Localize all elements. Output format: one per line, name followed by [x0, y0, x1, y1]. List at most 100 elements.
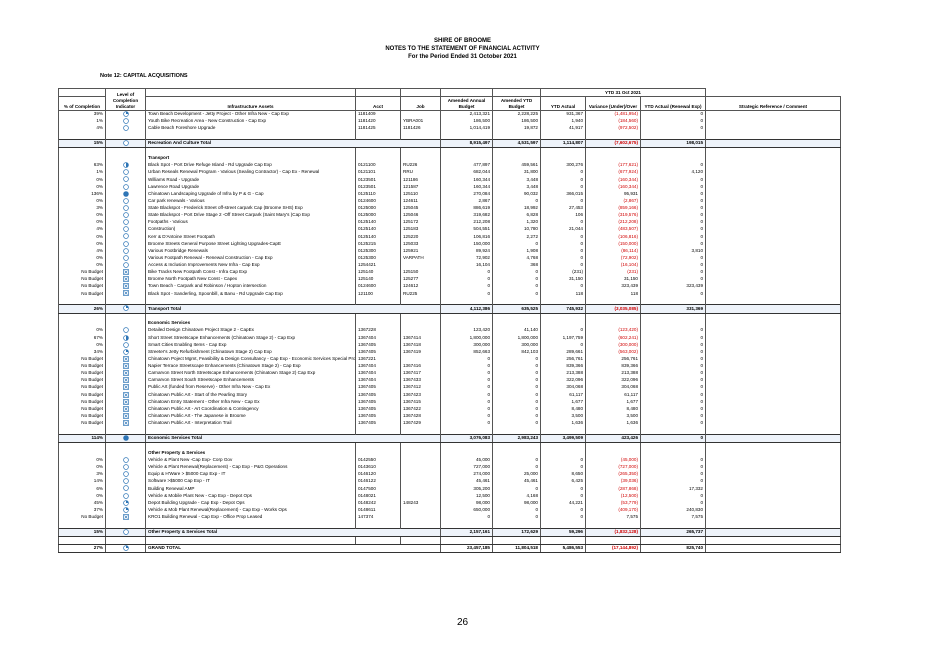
amount-cell: 3,076,083: [440, 434, 493, 444]
job: 125183: [400, 226, 441, 234]
comment: [705, 197, 841, 205]
indicator-icon: [122, 262, 129, 268]
amount-cell: 0: [440, 412, 493, 420]
account: 1367228: [355, 327, 401, 335]
amount-cell: 459,561: [492, 162, 541, 170]
completion-pct: 4%: [58, 226, 106, 234]
amount-cell: (106,816): [585, 233, 641, 241]
asset-name: Short Street Streetscape Enhancements (C…: [145, 334, 356, 342]
indicator: [105, 341, 146, 349]
job: 124611: [400, 197, 441, 205]
total-label: Other Property & Services Total: [145, 527, 441, 538]
account: 0123501: [355, 176, 401, 184]
indicator-icon: [122, 140, 129, 147]
amount-cell: 477,897: [440, 162, 493, 170]
cell: [540, 132, 586, 140]
cell: [355, 442, 401, 451]
account: 0143610: [355, 464, 401, 472]
job: [400, 110, 441, 119]
amount-cell: 289,661: [540, 348, 586, 356]
section-heading: Transport: [58, 155, 841, 163]
amount-cell: 17,332: [640, 485, 706, 493]
header-cell: [440, 88, 493, 97]
section-title: Other Property & Services: [145, 450, 356, 457]
job: 125046: [400, 212, 441, 220]
section-title: Transport: [145, 155, 356, 163]
amount-cell: 0: [440, 420, 493, 428]
cell: [585, 536, 641, 545]
amount-cell: 0: [440, 513, 493, 522]
completion-pct: 1%: [58, 118, 106, 126]
indicator-icon: [122, 405, 129, 412]
amount-cell: 0: [640, 197, 706, 205]
comment: [705, 434, 841, 444]
amount-cell: 0: [640, 370, 706, 378]
indicator: [105, 334, 146, 342]
comment: [705, 327, 841, 335]
comment: [705, 283, 841, 291]
amount-cell: 0: [640, 398, 706, 406]
cell: [400, 132, 441, 140]
job: [400, 261, 441, 270]
cell: [585, 132, 641, 140]
amount-cell: 650,000: [440, 506, 493, 514]
indicator-icon: [122, 247, 129, 254]
amount-cell: (212,208): [585, 219, 641, 227]
indicator: [105, 226, 146, 234]
comment: [705, 492, 841, 500]
indicator: [105, 348, 146, 356]
amount-cell: 5,486,553: [540, 543, 586, 554]
completion-pct: No Budget: [58, 370, 106, 378]
amount-cell: 0: [640, 355, 706, 363]
job: 1367422: [400, 405, 441, 413]
cell: [105, 147, 146, 156]
amount-cell: 0: [540, 169, 586, 177]
cell: [492, 155, 541, 163]
asset-row: 0% Lawrence Road Upgrade 0123501 121587 160,…: [58, 183, 841, 191]
amount-cell: 31,800: [492, 169, 541, 177]
amount-cell: 727,000: [440, 464, 493, 472]
asset-name: Napier Terrace Streetscape Enhancements …: [145, 363, 356, 371]
amount-cell: 504,551: [440, 226, 493, 234]
amount-cell: 0: [492, 269, 541, 277]
comment: [705, 391, 841, 399]
cell: [355, 155, 401, 163]
total-label: Transport Total: [145, 304, 441, 314]
indicator-icon: [122, 183, 129, 190]
account: 1254421: [355, 261, 401, 270]
job: RRU: [400, 169, 441, 177]
cell: [440, 427, 493, 435]
comment: [705, 169, 841, 177]
amount-cell: 0: [640, 125, 706, 133]
header-row: Level of Completion Indicator YTD 31 Oct …: [58, 88, 841, 111]
asset-name: Bike Tracks New Footpath Const - Infra C…: [145, 269, 356, 277]
amount-cell: 41,140: [492, 327, 541, 335]
indicator-icon: [122, 190, 129, 197]
amount-cell: 0: [640, 212, 706, 220]
indicator: [105, 110, 146, 119]
indicator-icon: [122, 478, 129, 485]
amount-cell: 8,650: [540, 471, 586, 479]
amount-cell: 0: [492, 420, 541, 428]
job: 1367428: [400, 412, 441, 420]
asset-name: Carnarvon Street North Streetscape Enhan…: [145, 370, 356, 378]
account: 0148242: [355, 499, 401, 507]
cell: [58, 313, 106, 321]
amount-cell: 265,737: [640, 527, 706, 538]
asset-name: Streeter's Jetty Refurbishment (Chinatow…: [145, 348, 356, 356]
cell: [58, 132, 106, 140]
indicator-icon: [122, 169, 129, 176]
asset-name: Car park renewals - Various: [145, 197, 356, 205]
amount-cell: 0: [640, 456, 706, 465]
amount-cell: 4,112,386: [440, 304, 493, 314]
amount-cell: 323,439: [640, 283, 706, 291]
amount-cell: (231): [585, 269, 641, 277]
indicator-icon: [122, 327, 129, 334]
amount-cell: (7,602,675): [585, 139, 641, 149]
amount-cell: 2,867: [440, 197, 493, 205]
amount-cell: (2,867): [585, 197, 641, 205]
indicator-icon: [122, 233, 129, 240]
asset-row: 0% Williams Road - Upgrade 0123501 121186 16…: [58, 176, 841, 184]
job: [400, 492, 441, 500]
completion-pct: 0%: [58, 219, 106, 227]
